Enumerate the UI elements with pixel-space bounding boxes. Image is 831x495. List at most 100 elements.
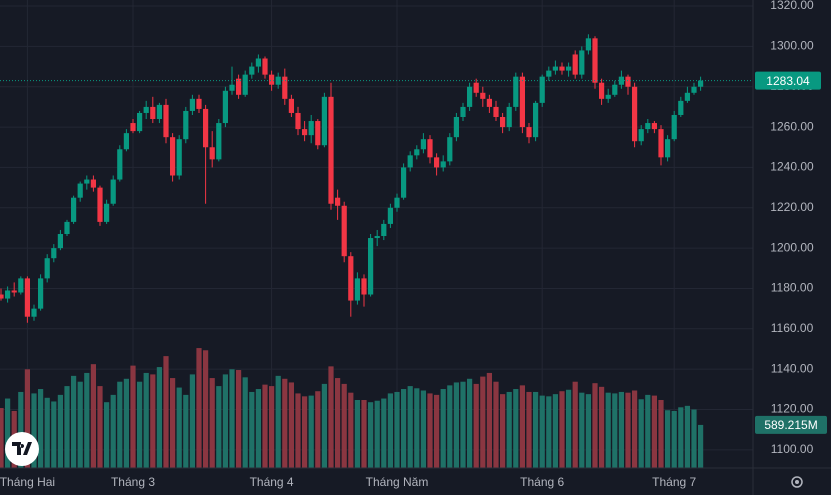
candle-body xyxy=(519,76,525,128)
volume-bar xyxy=(38,389,44,468)
candle-body xyxy=(196,98,202,109)
candle-body xyxy=(38,278,44,309)
candle-body xyxy=(137,112,143,132)
last-volume-box xyxy=(755,415,827,434)
candle-body xyxy=(434,157,440,168)
volume-bar xyxy=(321,383,327,468)
volume-bar xyxy=(249,391,255,468)
volume-bar xyxy=(77,381,83,468)
gear-center xyxy=(795,480,799,484)
volume-bar xyxy=(335,378,341,468)
volume-bar xyxy=(698,424,704,468)
y-tick-label: 1300.00 xyxy=(770,39,814,53)
volume-bar xyxy=(467,378,473,468)
volume-bar xyxy=(315,391,321,468)
volume-bar xyxy=(64,386,70,468)
volume-bar xyxy=(97,386,103,468)
volume-bar xyxy=(500,394,506,468)
candle-body xyxy=(407,155,413,168)
logo[interactable] xyxy=(5,432,39,466)
candle-body xyxy=(579,50,585,75)
volume-bar xyxy=(222,374,228,468)
candle-body xyxy=(665,139,671,158)
gear-icon xyxy=(791,476,803,488)
volume-bar xyxy=(618,391,624,468)
volume-bar xyxy=(526,391,532,468)
candle-body xyxy=(176,139,182,176)
y-tick-label: 1120.00 xyxy=(771,402,814,416)
candle-body xyxy=(189,98,195,111)
candle-body xyxy=(335,197,341,206)
candle-body xyxy=(295,112,301,130)
candle-body xyxy=(361,278,367,295)
candle-body xyxy=(533,102,539,138)
volume-bar xyxy=(559,391,565,468)
candle-body xyxy=(84,179,90,184)
volume-bar xyxy=(203,350,209,468)
candle-body xyxy=(374,236,380,239)
candle-body xyxy=(632,86,638,142)
volume-bar xyxy=(341,383,347,468)
y-tick-label: 1240.00 xyxy=(770,160,814,174)
candle-body xyxy=(546,70,552,77)
volume-bar xyxy=(163,356,169,468)
volume-bar xyxy=(31,393,37,468)
volume-bar xyxy=(585,394,591,468)
candle-body xyxy=(11,290,17,293)
volume-bar xyxy=(262,384,268,468)
candle-body xyxy=(671,114,677,140)
candle-body xyxy=(0,294,4,299)
price-pane xyxy=(0,34,753,323)
candle-body xyxy=(678,100,684,115)
settings-button[interactable] xyxy=(791,476,803,488)
candle-body xyxy=(440,161,446,168)
volume-bar xyxy=(552,394,558,468)
candle-body xyxy=(18,278,24,293)
volume-bar xyxy=(658,399,664,468)
candle-body xyxy=(387,207,393,224)
volume-bar xyxy=(374,400,380,468)
candle-body xyxy=(288,98,294,113)
volume-bar xyxy=(691,409,697,468)
candle-body xyxy=(493,106,499,117)
volume-bar xyxy=(506,391,512,468)
candle-body xyxy=(31,308,37,317)
candle-body xyxy=(150,106,156,120)
logo-circle[interactable] xyxy=(5,432,39,466)
last-volume-label: 589.215M xyxy=(764,418,817,432)
candle-body xyxy=(467,86,473,107)
volume-bar xyxy=(189,374,195,468)
candle-body xyxy=(473,82,479,93)
y-tick-label: 1320.00 xyxy=(770,0,814,12)
candle-body xyxy=(460,106,466,117)
candle-body xyxy=(592,38,598,83)
volume-bar xyxy=(638,399,644,468)
volume-bar xyxy=(196,348,202,468)
volume-bar xyxy=(684,405,690,468)
candle-body xyxy=(341,205,347,257)
volume-bar xyxy=(605,392,611,468)
volume-bar xyxy=(632,390,638,468)
candle-body xyxy=(104,203,110,222)
candle-body xyxy=(658,129,664,158)
volume-bar xyxy=(269,386,275,468)
candle-body xyxy=(453,117,459,138)
candle-body xyxy=(97,187,103,222)
volume-bar xyxy=(651,395,657,468)
volume-bar xyxy=(401,389,407,468)
y-tick-label: 1220.00 xyxy=(770,200,814,214)
volume-bar xyxy=(302,396,308,468)
candle-body xyxy=(368,238,374,295)
candle-body xyxy=(420,139,426,150)
candle-body xyxy=(229,84,235,91)
volume-bar xyxy=(625,392,631,468)
volume-bar xyxy=(255,389,261,468)
y-tick-label: 1160.00 xyxy=(771,321,814,335)
volume-bar xyxy=(236,370,242,468)
volume-bar xyxy=(170,378,176,468)
logo-mark xyxy=(12,442,32,455)
volume-bar xyxy=(328,366,334,468)
candle-body xyxy=(638,129,644,142)
